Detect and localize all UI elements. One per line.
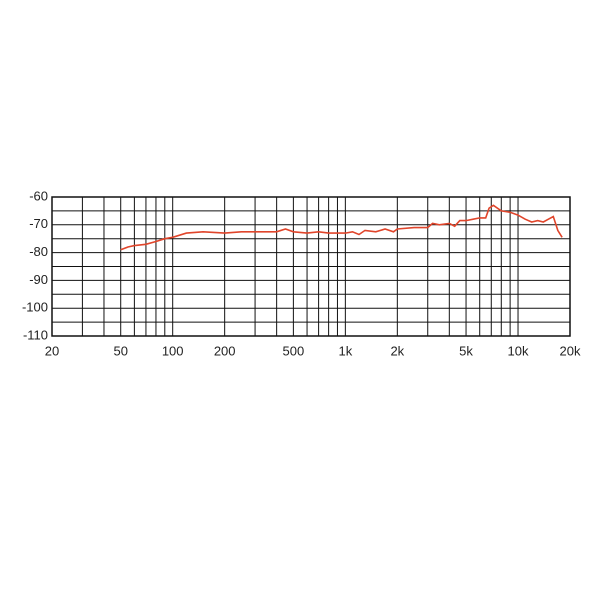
x-tick-label: 20 (45, 343, 59, 358)
y-tick-label: -100 (22, 300, 48, 315)
y-tick-label: -80 (29, 244, 48, 259)
response-line (120, 204, 563, 251)
x-tick-label: 100 (162, 343, 184, 358)
x-tick-label: 20k (560, 343, 581, 358)
x-tick-label: 2k (390, 343, 404, 358)
x-tick-label: 5k (459, 343, 473, 358)
y-tick-label: -90 (29, 272, 48, 287)
x-tick-label: 50 (113, 343, 127, 358)
x-tick-label: 500 (283, 343, 305, 358)
x-tick-label: 200 (214, 343, 236, 358)
x-tick-label: 1k (338, 343, 352, 358)
y-tick-label: -110 (23, 327, 48, 342)
y-tick-label: -70 (29, 216, 48, 231)
y-tick-label: -60 (29, 188, 48, 203)
x-tick-label: 10k (508, 343, 529, 358)
